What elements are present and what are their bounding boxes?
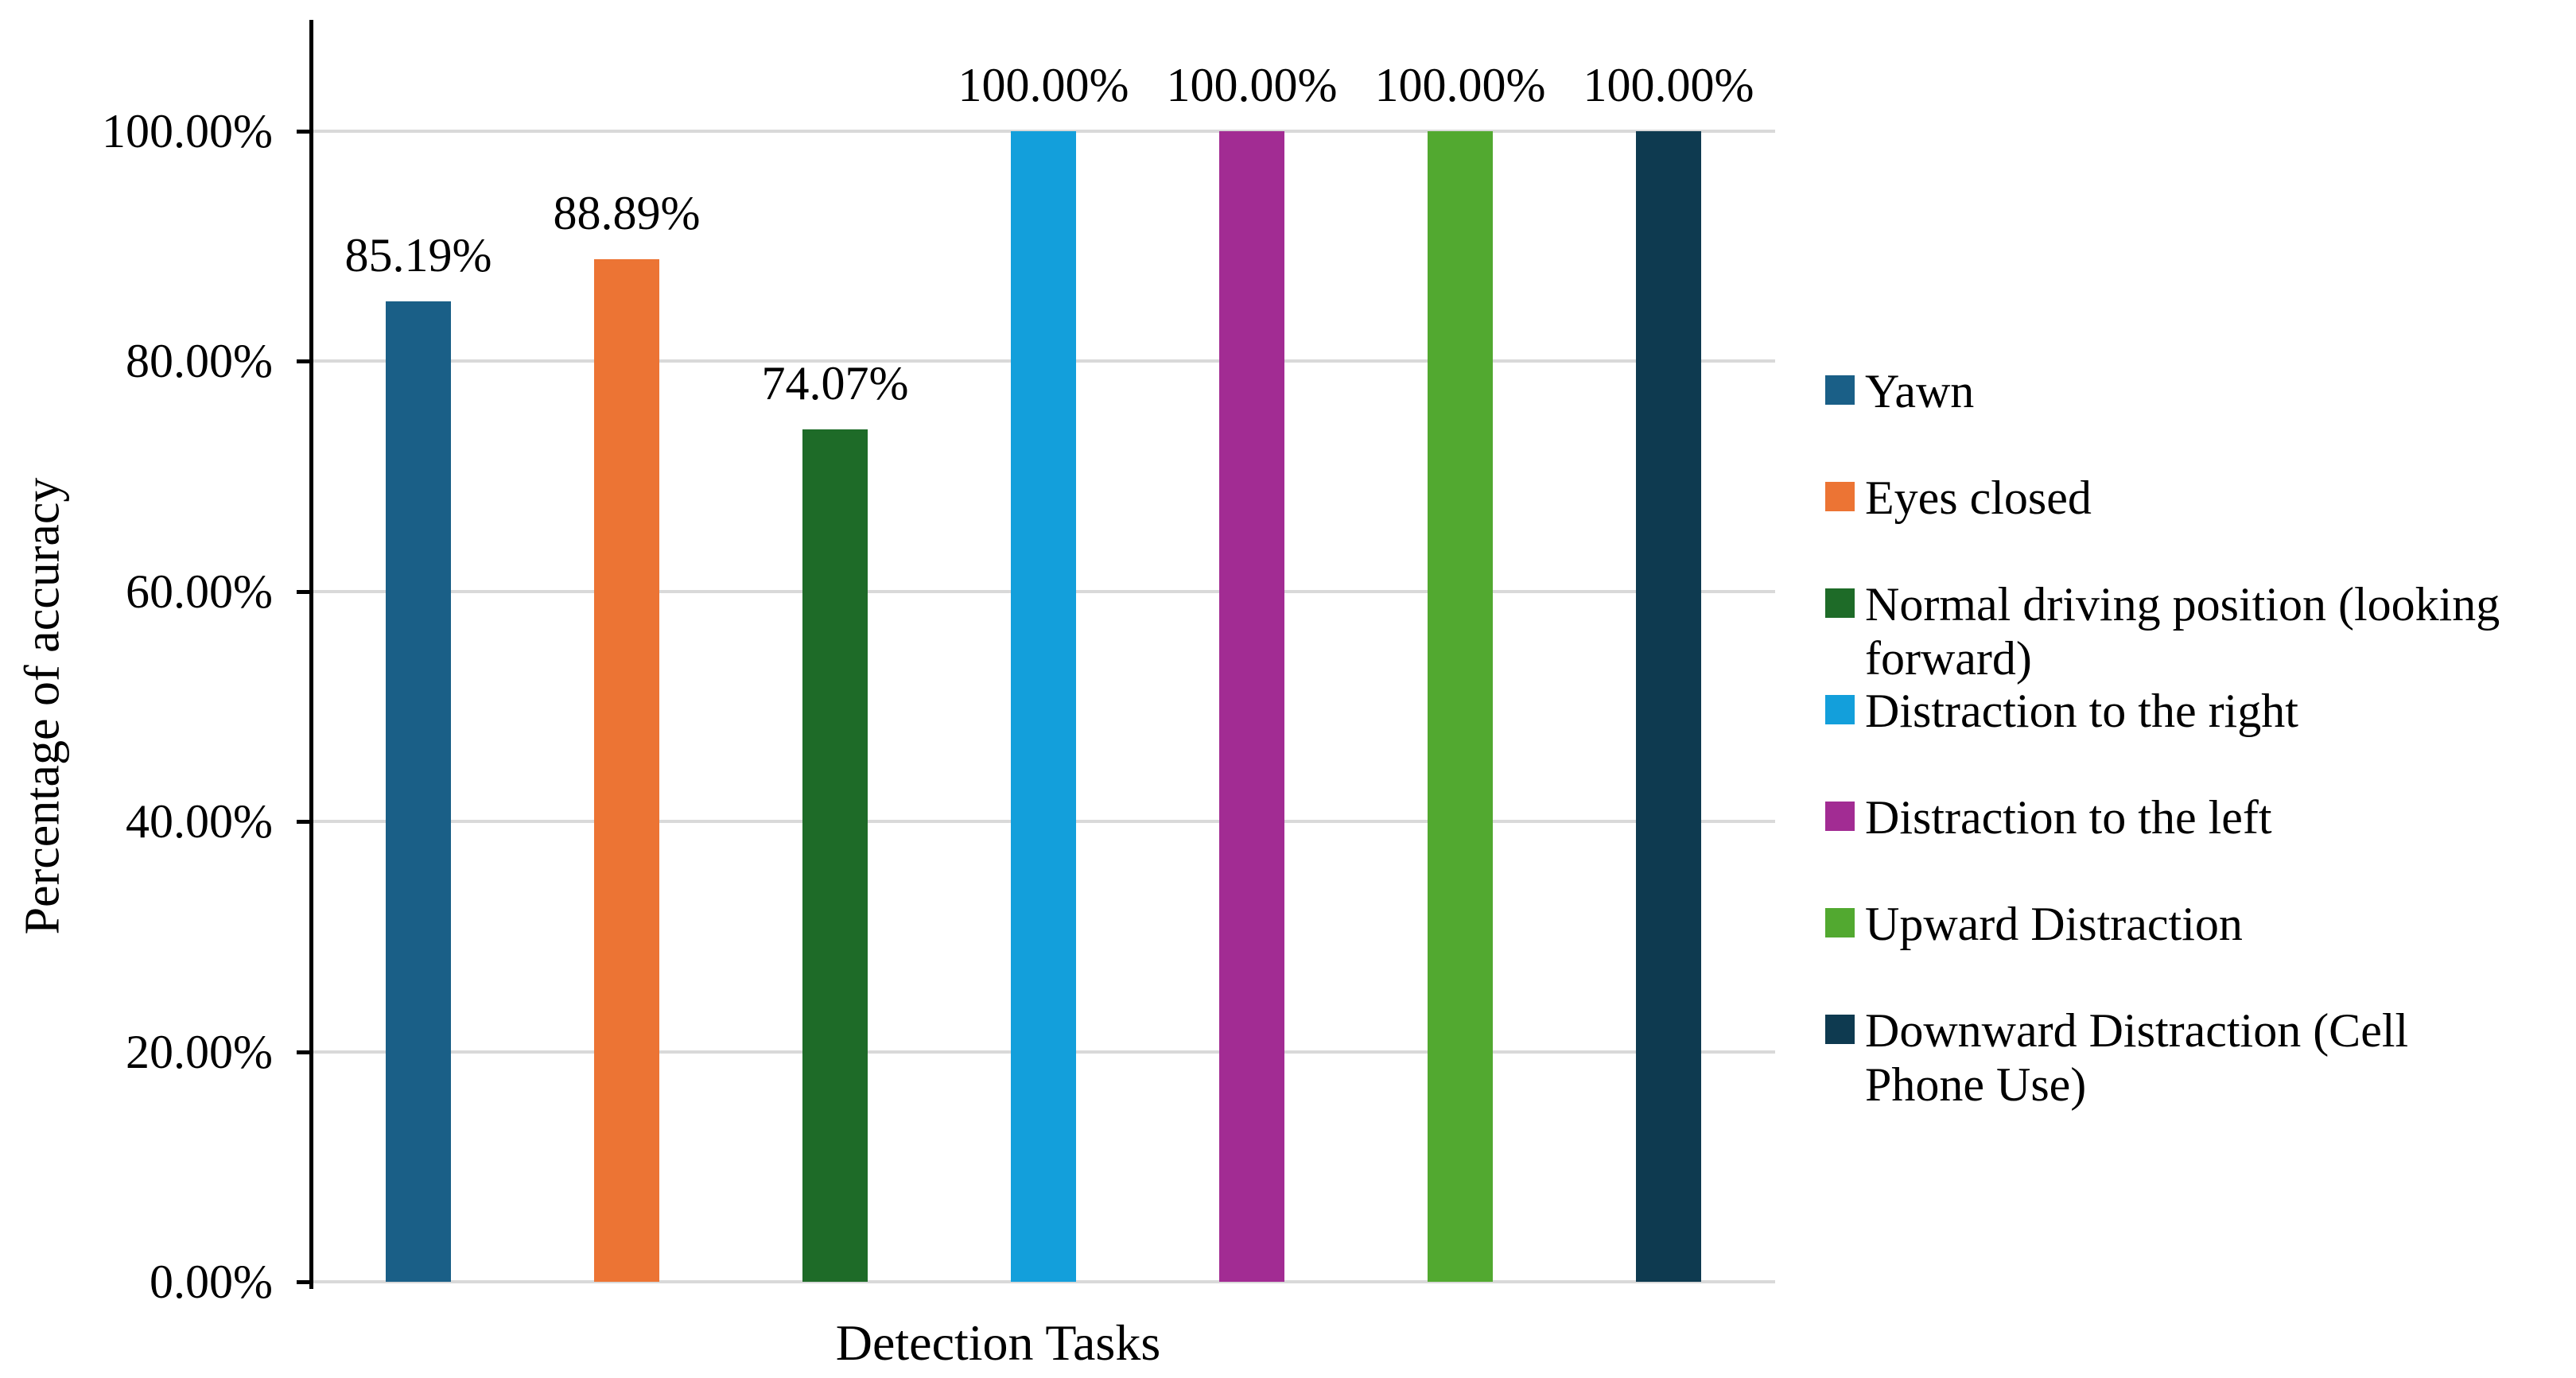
- y-tick-label: 0.00%: [150, 1256, 273, 1308]
- legend-color-swatch: [1825, 375, 1855, 405]
- legend-item: Distraction to the right: [1825, 684, 2298, 738]
- bar-value-label: 100.00%: [958, 59, 1129, 111]
- y-axis-line: [309, 20, 313, 1289]
- y-tick-label: 80.00%: [126, 335, 273, 388]
- bar-value-label: 100.00%: [1166, 59, 1338, 111]
- bar-value-label: 100.00%: [1583, 59, 1754, 111]
- legend-color-swatch: [1825, 802, 1855, 831]
- legend-color-swatch: [1825, 482, 1855, 511]
- legend-item: Normal driving position (looking forward): [1825, 577, 2500, 685]
- legend-item: Upward Distraction: [1825, 897, 2243, 951]
- legend-label-line: Upward Distraction: [1865, 898, 2243, 950]
- chart-legend: Yawn Eyes closed Normal driving position (…: [1825, 0, 2565, 1378]
- legend-color-swatch: [1825, 1015, 1855, 1044]
- bar: [386, 301, 451, 1282]
- y-tick-mark: [297, 1280, 313, 1284]
- legend-label: Yawn: [1865, 364, 1974, 418]
- legend-label-line: Distraction to the right: [1865, 685, 2298, 737]
- bar-value-label: 100.00%: [1374, 59, 1546, 111]
- legend-label-line: Phone Use): [1865, 1058, 2087, 1111]
- legend-label: Eyes closed: [1865, 471, 2092, 525]
- y-tick-mark: [297, 589, 313, 594]
- legend-item: Distraction to the left: [1825, 790, 2272, 844]
- bar: [1636, 131, 1701, 1282]
- y-tick-label: 20.00%: [126, 1025, 273, 1078]
- y-tick-label: 100.00%: [102, 105, 273, 157]
- y-tick-label: 40.00%: [126, 795, 273, 848]
- legend-item: Yawn: [1825, 364, 1974, 418]
- bar: [1428, 131, 1493, 1282]
- legend-color-swatch: [1825, 588, 1855, 618]
- legend-label-line: Downward Distraction (Cell: [1865, 1004, 2409, 1057]
- legend-label-line: Distraction to the left: [1865, 791, 2272, 844]
- legend-label: Distraction to the right: [1865, 684, 2298, 738]
- y-axis-title: Percentage of accuracy: [15, 477, 70, 935]
- y-tick-mark: [297, 130, 313, 134]
- legend-label: Upward Distraction: [1865, 897, 2243, 951]
- bar: [594, 258, 659, 1282]
- y-tick-label: 60.00%: [126, 565, 273, 618]
- legend-label-line: forward): [1865, 632, 2032, 685]
- legend-color-swatch: [1825, 695, 1855, 724]
- gridline: [313, 1280, 1775, 1283]
- legend-color-swatch: [1825, 908, 1855, 937]
- legend-item: Downward Distraction (Cell Phone Use): [1825, 1003, 2408, 1112]
- legend-label-line: Eyes closed: [1865, 472, 2092, 524]
- legend-label: Normal driving position (looking forward): [1865, 577, 2500, 685]
- bar: [1219, 131, 1284, 1282]
- legend-label: Downward Distraction (Cell Phone Use): [1865, 1003, 2408, 1112]
- legend-label: Distraction to the left: [1865, 790, 2272, 844]
- bar: [802, 429, 868, 1282]
- bar-value-label: 85.19%: [344, 229, 492, 282]
- bar-value-label: 88.89%: [553, 186, 701, 239]
- legend-label-line: Yawn: [1865, 365, 1975, 417]
- bar: [1011, 131, 1076, 1282]
- bar-value-label: 74.07%: [761, 357, 909, 410]
- y-tick-mark: [297, 359, 313, 364]
- y-tick-mark: [297, 1050, 313, 1054]
- legend-label-line: Normal driving position (looking: [1865, 578, 2500, 631]
- y-tick-mark: [297, 820, 313, 825]
- x-axis-title: Detection Tasks: [835, 1314, 1161, 1371]
- legend-item: Eyes closed: [1825, 471, 2092, 525]
